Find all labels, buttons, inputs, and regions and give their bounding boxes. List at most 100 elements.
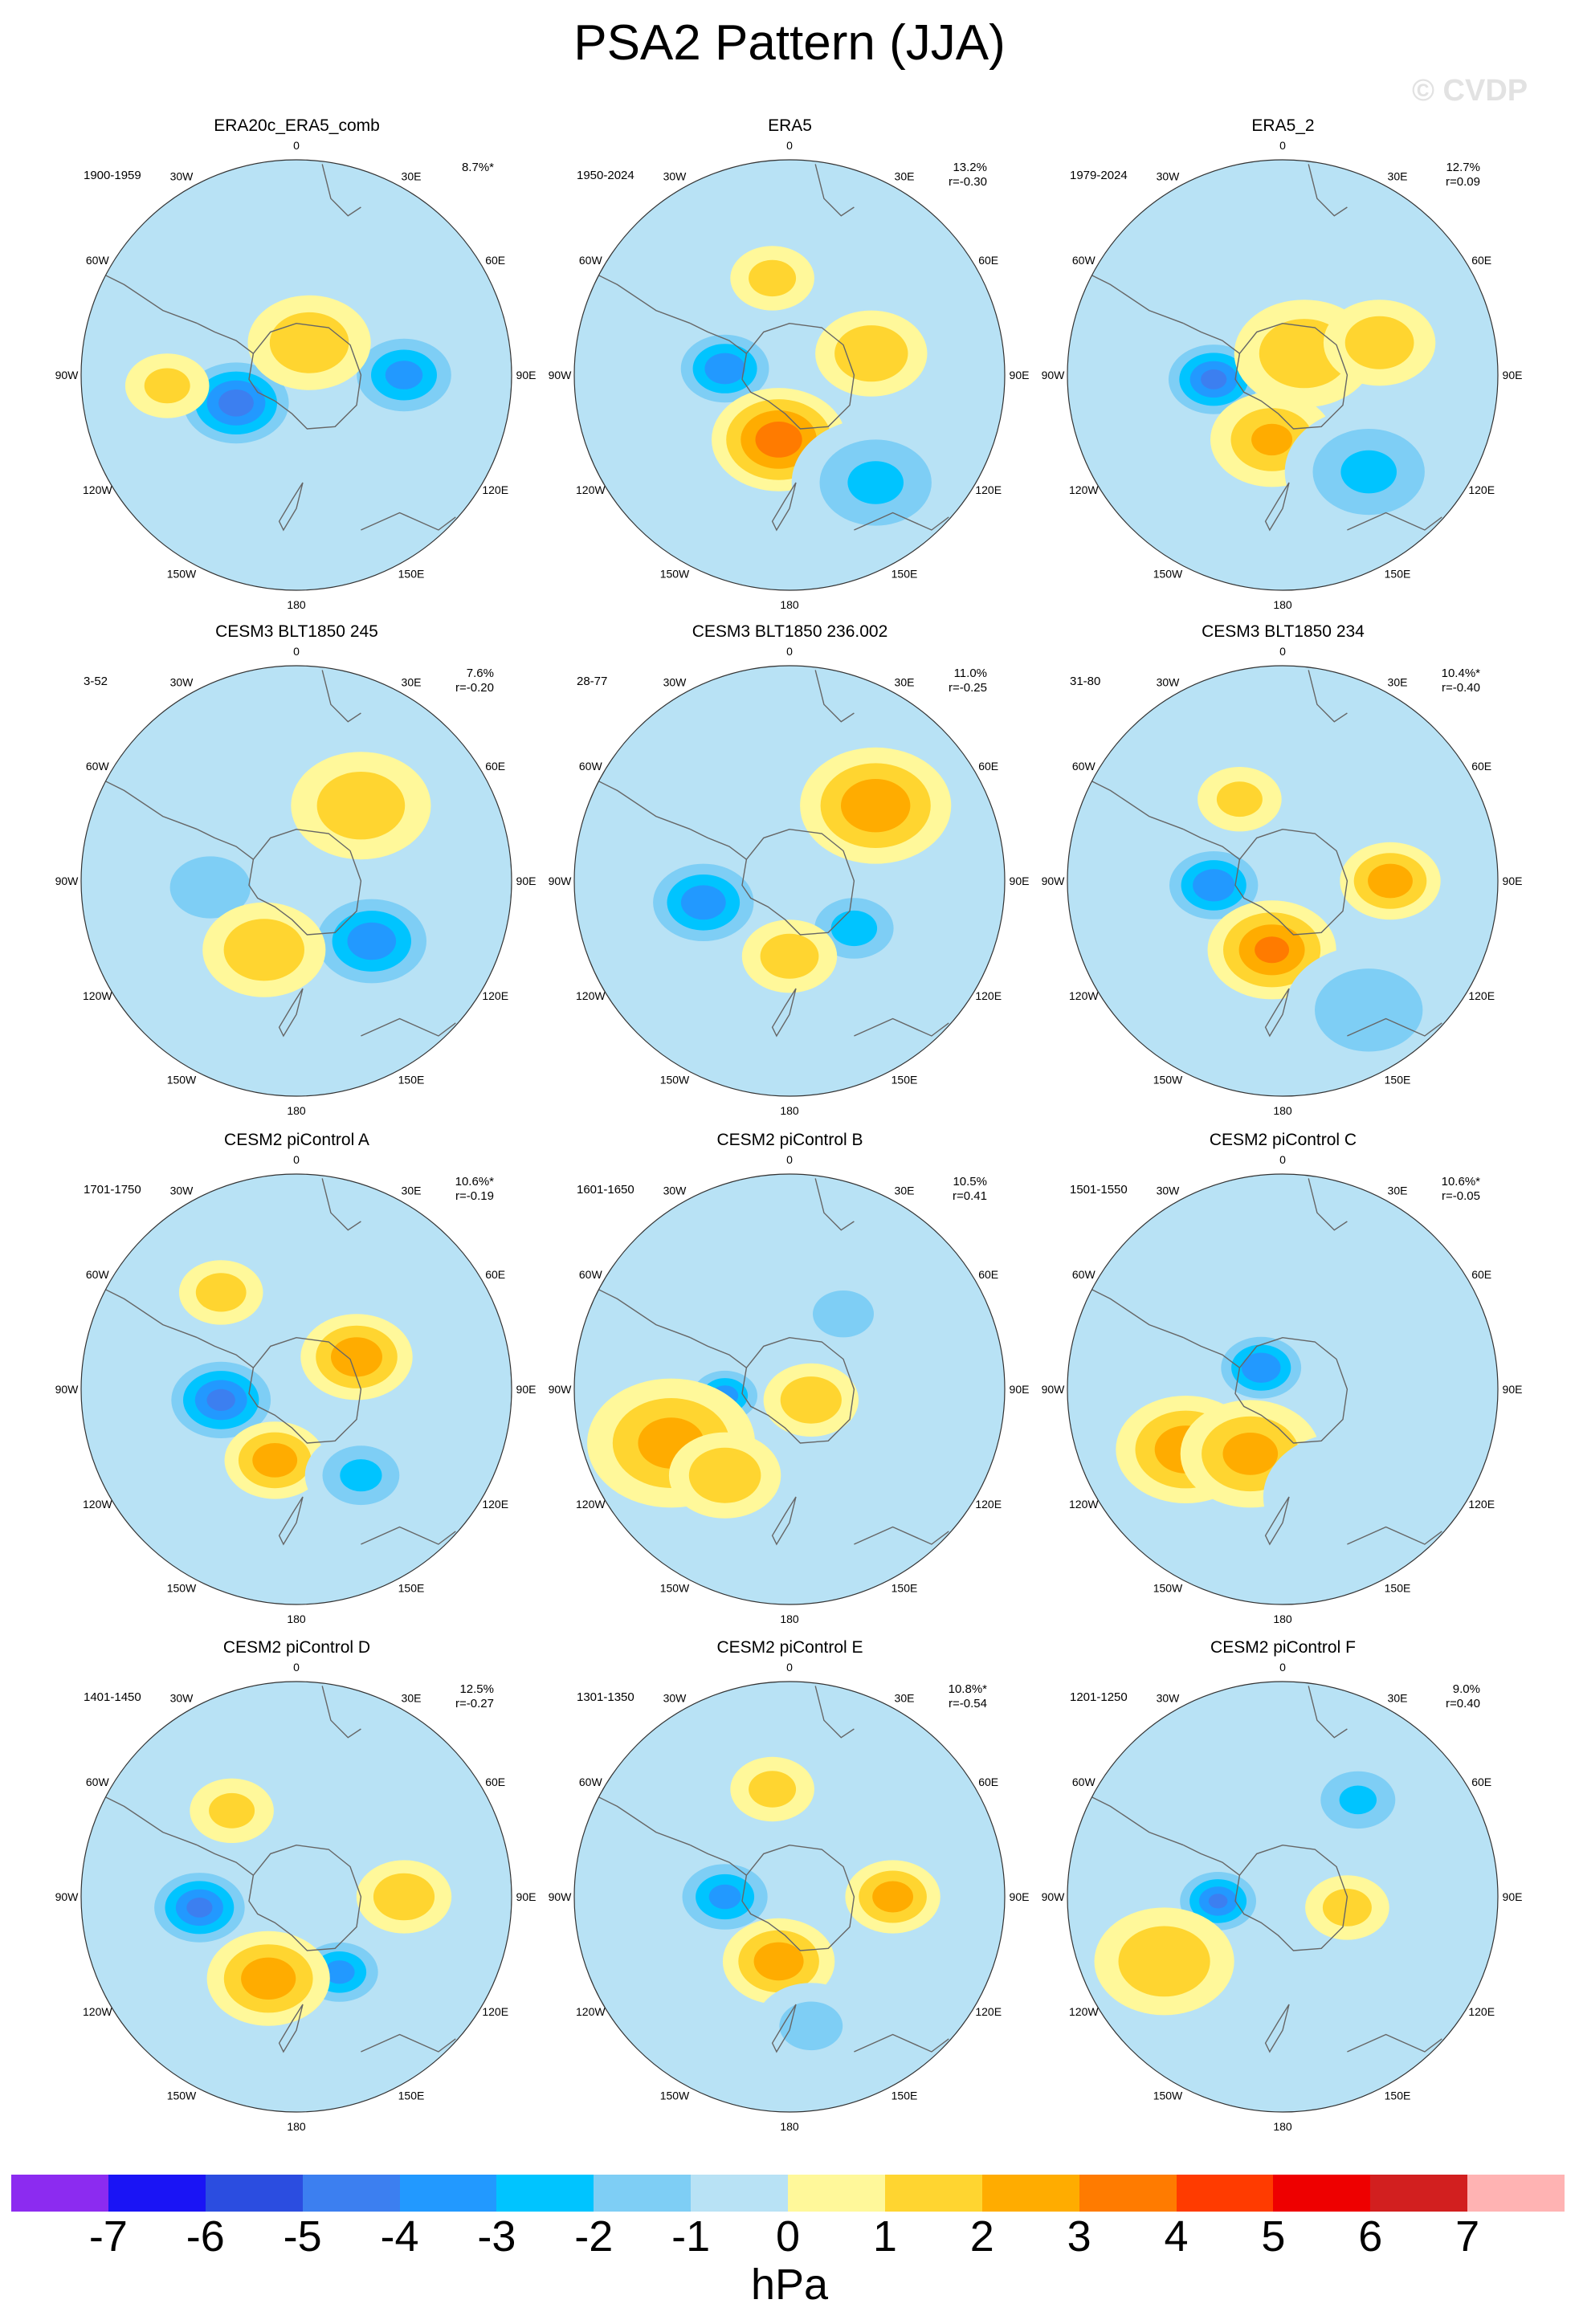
longitude-label: 120E (482, 483, 508, 496)
field-background (574, 160, 1005, 590)
positive-anomaly-contour (195, 1273, 247, 1312)
longitude-label: 150E (1385, 1074, 1411, 1087)
field-background (574, 1682, 1005, 2112)
longitude-label: 90E (1503, 1383, 1523, 1396)
longitude-label: 60E (1471, 1776, 1491, 1788)
longitude-label: 0 (786, 1153, 793, 1166)
longitude-label: 120E (975, 989, 1002, 1002)
polar-map: 0 30E 60E 90E 120E 150E 180 150W 120W 90W 60W 30W 19… (1042, 139, 1523, 611)
new-zealand-coastline (771, 1496, 797, 1546)
positive-anomaly-contour (688, 1447, 761, 1503)
south-america-coastline (582, 773, 691, 830)
longitude-label: 180 (1273, 1613, 1292, 1625)
longitude-label: 60E (978, 760, 998, 773)
polar-map: 0 30E 60E 90E 120E 150E 180 150W 120W 90W 60W 30W 19… (55, 139, 537, 611)
longitude-label: 180 (1273, 598, 1292, 611)
positive-anomaly-contour (1216, 781, 1263, 817)
positive-anomaly-contour (872, 1881, 913, 1913)
longitude-label: 60W (86, 254, 110, 267)
new-zealand-coastline (771, 2004, 797, 2053)
australia-coastline (1347, 2033, 1442, 2053)
longitude-label: 120E (482, 989, 508, 1002)
australia-coastline (361, 1017, 456, 1037)
field-background (574, 666, 1005, 1096)
peninsula-coastline (690, 1337, 747, 1368)
positive-anomaly-contour (1344, 316, 1414, 369)
anomaly-field (81, 160, 512, 590)
africa-coastline (814, 1178, 855, 1231)
panel-title: CESM2 piControl E (716, 1638, 863, 1657)
polar-map: 0 30E 60E 90E 120E 150E 180 150W 120W 90W 60W 30W 31… (1042, 645, 1523, 1117)
longitude-label: 60E (485, 1776, 505, 1788)
polar-map: 0 30E 60E 90E 120E 150E 180 150W 120W 90W 60W 30W 17… (55, 1153, 537, 1625)
pattern-correlation-label: r=-0.19 (455, 1189, 494, 1203)
map-panel: ERA20c_ERA5_comb 0 30E 60E 90E 120E 150E 180 150… (50, 116, 544, 614)
longitude-label: 120W (576, 1498, 606, 1511)
positive-anomaly-contour (1251, 423, 1293, 456)
longitude-label: 60W (579, 254, 603, 267)
longitude-label: 60W (86, 1776, 110, 1788)
longitude-label: 30E (895, 169, 915, 182)
positive-anomaly-contour (223, 919, 304, 981)
period-label: 1401-1450 (84, 1690, 141, 1704)
south-america-coastline (89, 773, 198, 830)
antarctica-coastline (1234, 1844, 1348, 1951)
panel-title: CESM2 piControl B (716, 1131, 863, 1149)
map-boundary (80, 1173, 512, 1605)
longitude-label: 90E (516, 875, 537, 887)
longitude-label: 150E (1385, 568, 1411, 581)
variance-explained-label: 12.7% (1446, 161, 1480, 174)
longitude-label: 150W (1153, 1074, 1183, 1087)
new-zealand-coastline (278, 1496, 304, 1546)
variance-explained-label: 9.0% (1453, 1682, 1480, 1696)
longitude-label: 90W (549, 369, 573, 381)
field-background (81, 666, 512, 1096)
new-zealand-coastline (1264, 2004, 1290, 2053)
antarctica-coastline (741, 1844, 855, 1951)
longitude-label: 30E (895, 1691, 915, 1704)
period-label: 3-52 (84, 675, 108, 688)
longitude-label: 150E (398, 568, 425, 581)
map-boundary (1067, 1173, 1499, 1605)
anomaly-field (81, 1174, 512, 1604)
longitude-label: 30E (895, 1184, 915, 1197)
longitude-label: 30E (895, 675, 915, 688)
colorbar-cell (788, 2175, 885, 2212)
longitude-label: 180 (287, 2120, 306, 2133)
longitude-label: 0 (1279, 645, 1286, 658)
longitude-label: 0 (786, 1661, 793, 1674)
longitude-label: 180 (287, 1613, 306, 1625)
pattern-correlation-label: r=-0.05 (1442, 1189, 1480, 1203)
longitude-label: 120W (1069, 483, 1099, 496)
africa-coastline (321, 164, 361, 217)
australia-coastline (854, 512, 949, 531)
longitude-label: 150W (1153, 1582, 1183, 1595)
africa-coastline (814, 1686, 855, 1739)
new-zealand-coastline (1264, 482, 1290, 532)
south-america-coastline (89, 1788, 198, 1846)
antarctica-coastline (248, 322, 362, 430)
longitude-label: 120W (83, 2005, 112, 2018)
polar-map: 0 30E 60E 90E 120E 150E 180 150W 120W 90W 60W 30W 12… (1042, 1661, 1523, 2133)
positive-anomaly-contour (749, 1771, 797, 1808)
polar-map: 0 30E 60E 90E 120E 150E 180 150W 120W 90W 60W 30W 14… (55, 1661, 537, 2133)
map-panel: CESM3 BLT1850 236.002 0 30E 60E 90E 120E 150E 1… (543, 622, 1037, 1120)
panel-title: ERA5 (768, 116, 812, 135)
pattern-correlation-label: r=-0.25 (949, 681, 987, 695)
longitude-label: 120W (576, 483, 606, 496)
longitude-label: 60W (579, 760, 603, 773)
anomaly-field (1067, 1682, 1498, 2112)
colorbar-tick-label: 2 (969, 2212, 994, 2261)
negative-anomaly-contour (704, 353, 745, 385)
south-america-coastline (1075, 773, 1184, 830)
positive-anomaly-contour (1255, 936, 1290, 964)
longitude-label: 30W (663, 1184, 687, 1197)
negative-anomaly-contour (830, 910, 878, 947)
panel-title: ERA20c_ERA5_comb (214, 116, 380, 135)
negative-anomaly-contour (847, 461, 904, 504)
longitude-label: 150E (398, 1582, 425, 1595)
longitude-label: 150W (1153, 2090, 1183, 2102)
variance-explained-label: 12.5% (459, 1682, 494, 1696)
longitude-label: 60W (579, 1268, 603, 1281)
map-panel: CESM2 piControl D 0 30E 60E 90E 120E 150E 180 15… (50, 1638, 544, 2136)
